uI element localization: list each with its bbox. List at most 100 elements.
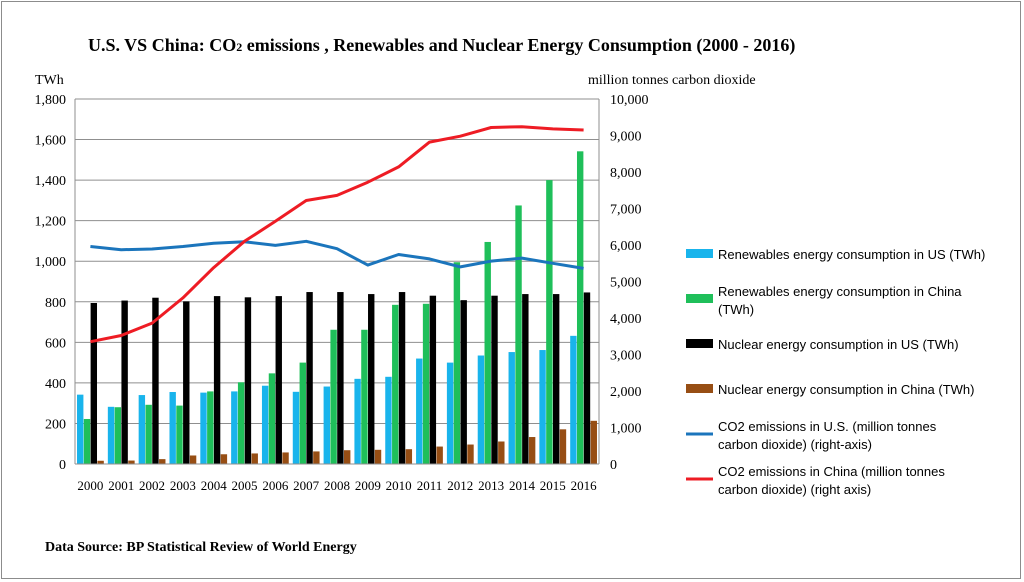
right-axis-label: million tonnes carbon dioxide <box>588 73 756 88</box>
bar <box>90 302 98 464</box>
bar <box>77 394 84 464</box>
x-tick-label: 2000 <box>77 478 103 493</box>
right-tick-label: 9,000 <box>610 130 642 145</box>
bar <box>453 262 461 464</box>
bar <box>354 378 361 464</box>
x-tick-label: 2006 <box>262 478 289 493</box>
lines <box>90 125 584 344</box>
bar <box>559 429 567 464</box>
bar <box>460 300 467 464</box>
chart-title-prefix: U.S. VS China: CO <box>88 35 237 55</box>
right-tick-label: 8,000 <box>610 166 642 181</box>
legend-swatch <box>686 249 713 258</box>
legend-swatch <box>686 294 713 303</box>
bar <box>361 329 368 464</box>
left-tick-label: 1,600 <box>35 134 67 149</box>
x-tick-label: 2010 <box>386 478 412 493</box>
bar <box>231 391 238 464</box>
bar <box>436 446 443 464</box>
bar <box>477 355 485 464</box>
bar <box>313 451 320 464</box>
bar <box>528 437 536 464</box>
legend-label: Renewables energy consumption in China (T… <box>718 284 962 317</box>
bar <box>159 459 166 464</box>
x-tick-label: 2005 <box>232 478 258 493</box>
bar <box>522 294 529 464</box>
bar <box>337 292 344 464</box>
right-tick-label: 1,000 <box>610 422 642 437</box>
x-tick-label: 2012 <box>447 478 473 493</box>
bar <box>83 418 91 464</box>
bar <box>552 294 560 464</box>
bar <box>590 420 597 464</box>
left-tick-label: 0 <box>59 458 66 473</box>
left-tick-label: 600 <box>45 336 66 351</box>
x-tick-label: 2003 <box>170 478 196 493</box>
x-tick-label: 2015 <box>540 478 566 493</box>
bar <box>368 294 375 464</box>
x-tick-label: 2001 <box>108 478 134 493</box>
bar <box>107 406 115 464</box>
bar <box>299 362 306 464</box>
left-tick-label: 800 <box>45 296 66 311</box>
bar <box>169 392 176 464</box>
right-tick-label: 3,000 <box>610 349 642 364</box>
bar <box>292 391 300 464</box>
bar <box>275 296 282 464</box>
bar <box>374 449 382 464</box>
data-source-note: Data Source: BP Statistical Review of Wo… <box>45 540 357 555</box>
bar <box>570 335 577 464</box>
legend-label: Renewables energy consumption in US (TWh… <box>718 247 985 262</box>
bar <box>261 385 269 464</box>
chart-title: U.S. VS China: CO2 emissions , Renewable… <box>88 35 795 56</box>
bar <box>515 205 522 465</box>
x-tick-label: 2011 <box>417 478 443 493</box>
x-tick-label: 2004 <box>201 478 228 493</box>
bar <box>392 304 399 464</box>
left-tick-label: 1,400 <box>35 174 67 189</box>
bars <box>77 151 597 465</box>
bar <box>176 405 183 464</box>
bar <box>546 180 553 464</box>
bar <box>467 444 474 464</box>
bar <box>152 297 159 464</box>
right-tick-label: 4,000 <box>610 312 642 327</box>
bar <box>121 300 128 464</box>
legend-swatch <box>686 339 713 348</box>
right-tick-label: 7,000 <box>610 203 642 218</box>
bar <box>282 452 289 464</box>
bar <box>422 303 430 464</box>
bar <box>114 407 122 464</box>
bar <box>128 460 135 464</box>
x-tick-label: 2008 <box>324 478 350 493</box>
bar <box>385 376 392 464</box>
left-tick-label: 400 <box>45 377 66 392</box>
bar <box>213 296 221 464</box>
x-tick-label: 2016 <box>571 478 598 493</box>
bar <box>498 441 505 464</box>
legend-label: Nuclear energy consumption in China (TWh… <box>718 382 975 397</box>
legend: Renewables energy consumption in US (TWh… <box>686 247 985 497</box>
bar <box>330 329 337 464</box>
bar <box>237 382 245 464</box>
bar <box>189 455 197 464</box>
bar <box>344 450 351 464</box>
left-tick-label: 1,800 <box>35 93 67 108</box>
bar <box>97 460 104 464</box>
left-tick-label: 200 <box>45 417 66 432</box>
left-axis-label: TWh <box>35 73 64 88</box>
bar <box>306 292 313 464</box>
bar <box>145 404 152 464</box>
bar <box>220 454 228 464</box>
bar <box>405 449 413 464</box>
right-tick-label: 0 <box>610 458 617 473</box>
bar <box>583 292 591 464</box>
legend-swatch <box>686 384 713 393</box>
bar <box>484 241 491 464</box>
bar <box>244 297 252 464</box>
bar <box>138 395 146 464</box>
legend-label: CO2 emissions in China (million tonnes ca… <box>718 464 945 497</box>
bar <box>207 391 214 464</box>
x-tick-label: 2014 <box>509 478 536 493</box>
